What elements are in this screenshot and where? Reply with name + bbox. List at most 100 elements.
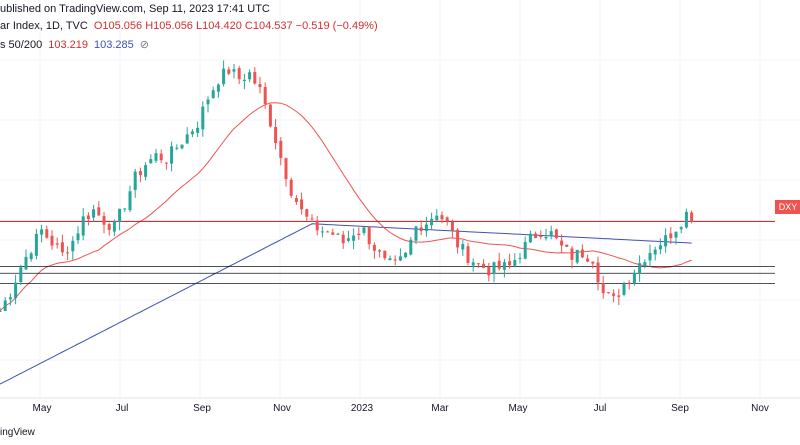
x-tick-label: 2023 bbox=[351, 403, 374, 414]
candle bbox=[586, 258, 590, 262]
candle bbox=[149, 159, 153, 164]
candle bbox=[612, 293, 616, 296]
candle bbox=[653, 249, 657, 255]
candle bbox=[279, 140, 283, 158]
candle bbox=[81, 216, 85, 236]
candle bbox=[133, 171, 137, 191]
price-tag: DXY bbox=[775, 200, 800, 214]
candle bbox=[523, 241, 527, 259]
candle bbox=[388, 258, 392, 261]
candle bbox=[211, 90, 215, 99]
candle bbox=[175, 147, 179, 149]
candle bbox=[107, 223, 111, 230]
candle bbox=[679, 227, 683, 230]
candle bbox=[580, 249, 584, 258]
candle bbox=[294, 198, 298, 202]
candle bbox=[430, 218, 434, 226]
candle bbox=[180, 144, 184, 149]
candle bbox=[591, 261, 595, 264]
candle bbox=[684, 211, 688, 228]
candle bbox=[378, 250, 382, 252]
candle bbox=[476, 263, 480, 265]
candle bbox=[206, 99, 210, 105]
candle bbox=[0, 310, 2, 312]
candle bbox=[419, 227, 423, 232]
symbol-name: ar Index, 1D, TVC bbox=[0, 20, 88, 32]
candle bbox=[502, 262, 506, 270]
candle bbox=[336, 233, 340, 235]
candle bbox=[539, 235, 543, 238]
candle bbox=[289, 179, 293, 196]
ma200-line bbox=[0, 223, 692, 385]
candle bbox=[86, 215, 90, 220]
candle bbox=[570, 248, 574, 260]
candle bbox=[596, 262, 600, 283]
candle bbox=[648, 253, 652, 261]
candle bbox=[606, 292, 610, 294]
candle bbox=[326, 231, 330, 233]
x-tick-label: Sep bbox=[671, 403, 689, 414]
x-tick-label: Jul bbox=[116, 403, 129, 414]
candle bbox=[549, 231, 553, 236]
candle bbox=[450, 221, 454, 231]
candle bbox=[643, 262, 647, 266]
tradingview-logo: ingView bbox=[0, 427, 35, 438]
candle bbox=[513, 260, 517, 266]
ma-label: s 50/200 bbox=[0, 39, 43, 51]
candle bbox=[185, 134, 189, 144]
ohlc-values: O105.056 H105.056 L104.420 C104.537 −0.5… bbox=[93, 20, 378, 32]
candle bbox=[216, 84, 220, 92]
candle bbox=[627, 282, 631, 284]
candle bbox=[268, 104, 272, 127]
candle bbox=[534, 233, 538, 239]
candle bbox=[310, 218, 314, 220]
x-tick-label: Nov bbox=[751, 403, 769, 414]
candle bbox=[263, 87, 267, 104]
candle bbox=[528, 233, 532, 243]
candle bbox=[305, 209, 309, 217]
candle bbox=[29, 253, 33, 260]
candle bbox=[24, 256, 28, 270]
candle bbox=[404, 252, 408, 258]
candle bbox=[201, 106, 205, 130]
candle bbox=[638, 263, 642, 274]
candle bbox=[159, 153, 163, 161]
candle bbox=[3, 300, 7, 312]
candle bbox=[565, 244, 569, 247]
candle bbox=[284, 158, 288, 180]
candle bbox=[8, 297, 12, 300]
candle bbox=[123, 208, 127, 210]
candle bbox=[237, 68, 241, 80]
candle bbox=[487, 266, 491, 276]
ma-legend: s 50/200 103.219 103.285 ⊘ bbox=[0, 38, 149, 51]
candle bbox=[690, 212, 694, 222]
candle bbox=[497, 260, 501, 269]
candle bbox=[575, 249, 579, 263]
candle bbox=[253, 71, 257, 84]
candle bbox=[560, 240, 564, 246]
candle bbox=[76, 233, 80, 241]
candle bbox=[383, 250, 387, 259]
candle bbox=[518, 257, 522, 259]
candle bbox=[508, 261, 512, 266]
candle bbox=[398, 256, 402, 261]
visibility-icon[interactable]: ⊘ bbox=[139, 39, 149, 51]
candle bbox=[341, 234, 345, 244]
candle bbox=[409, 239, 413, 255]
candle bbox=[45, 229, 49, 238]
candle bbox=[92, 209, 96, 218]
ma50-value: 103.219 bbox=[48, 39, 88, 51]
candle bbox=[97, 207, 101, 216]
candle bbox=[315, 220, 319, 231]
candle bbox=[372, 244, 376, 251]
candle bbox=[71, 240, 75, 252]
candle bbox=[617, 295, 621, 297]
candle bbox=[471, 262, 475, 266]
candle bbox=[622, 283, 626, 295]
candle bbox=[40, 229, 44, 235]
candle bbox=[227, 69, 231, 74]
candle bbox=[274, 127, 278, 144]
candle bbox=[102, 216, 106, 225]
x-tick-label: Mar bbox=[431, 403, 449, 414]
